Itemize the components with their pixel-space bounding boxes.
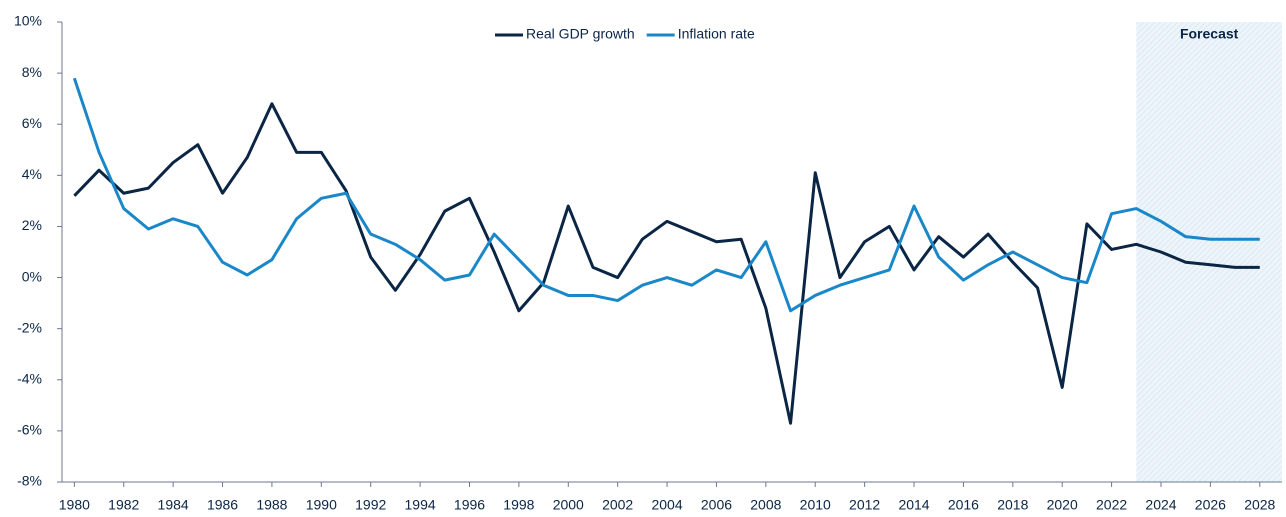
x-tick-label: 2026 xyxy=(1195,497,1226,513)
x-tick-label: 2022 xyxy=(1096,497,1127,513)
y-tick-label: 0% xyxy=(22,268,42,284)
x-tick-label: 2002 xyxy=(602,497,633,513)
y-tick-label: -4% xyxy=(17,370,42,386)
y-tick-label: 10% xyxy=(14,13,42,29)
x-tick-label: 1984 xyxy=(158,497,189,513)
x-tick-label: 1998 xyxy=(503,497,534,513)
x-tick-label: 2014 xyxy=(898,497,929,513)
y-tick-label: -6% xyxy=(17,422,42,438)
legend-label: Inflation rate xyxy=(678,26,755,42)
x-tick-label: 2028 xyxy=(1244,497,1275,513)
x-tick-label: 1982 xyxy=(108,497,139,513)
series-line xyxy=(72,77,1260,313)
x-tick-label: 1990 xyxy=(306,497,337,513)
forecast-label: Forecast xyxy=(1180,26,1239,42)
x-tick-label: 2000 xyxy=(553,497,584,513)
x-tick-label: 1994 xyxy=(405,497,436,513)
x-tick-label: 2004 xyxy=(651,497,682,513)
legend-label: Real GDP growth xyxy=(526,26,635,42)
x-tick-label: 2018 xyxy=(997,497,1028,513)
x-tick-label: 2012 xyxy=(849,497,880,513)
y-tick-label: -2% xyxy=(17,319,42,335)
y-tick-label: 6% xyxy=(22,115,42,131)
x-tick-label: 2008 xyxy=(750,497,781,513)
x-tick-label: 2024 xyxy=(1145,497,1176,513)
series-line xyxy=(73,102,1260,425)
x-tick-label: 1988 xyxy=(256,497,287,513)
x-tick-label: 2020 xyxy=(1047,497,1078,513)
x-tick-label: 2016 xyxy=(948,497,979,513)
x-tick-label: 1992 xyxy=(355,497,386,513)
y-tick-label: 8% xyxy=(22,64,42,80)
x-tick-label: 1996 xyxy=(454,497,485,513)
y-tick-label: 4% xyxy=(22,166,42,182)
x-tick-label: 2006 xyxy=(701,497,732,513)
y-tick-label: 2% xyxy=(22,217,42,233)
y-tick-label: -8% xyxy=(17,473,42,489)
x-tick-label: 1986 xyxy=(207,497,238,513)
x-tick-label: 1980 xyxy=(59,497,90,513)
x-tick-label: 2010 xyxy=(800,497,831,513)
